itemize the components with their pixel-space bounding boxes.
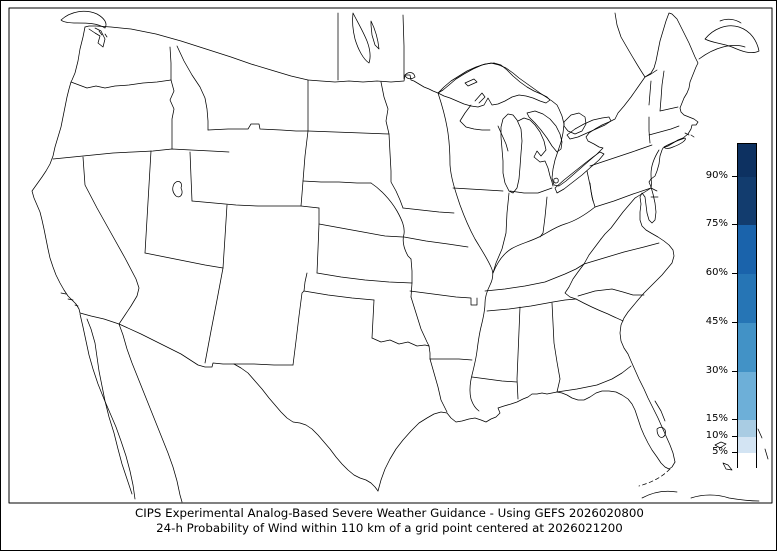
colorbar-segment	[738, 420, 756, 437]
title-line-2: 24-h Probability of Wind within 110 km o…	[156, 521, 623, 535]
state-borders	[52, 45, 695, 438]
islands-cuba-bahamas	[638, 428, 769, 502]
map-frame	[8, 7, 773, 504]
title-line-1: CIPS Experimental Analog-Based Severe We…	[135, 506, 644, 520]
figure-title: CIPS Experimental Analog-Based Severe We…	[1, 506, 776, 536]
canada-mexico-features	[337, 12, 760, 81]
coastlines	[31, 10, 699, 503]
colorbar-segment	[738, 176, 756, 226]
colorbar-tick-label: 60%	[705, 267, 728, 278]
colorbar-tick	[732, 175, 737, 177]
colorbar-tick	[732, 321, 737, 323]
colorbar-tick-label: 45%	[705, 315, 728, 327]
colorbar-tick-label: 75%	[705, 218, 728, 230]
colorbar-segment	[738, 225, 756, 274]
colorbar-tick-label: 30%	[705, 364, 728, 376]
colorbar-segment	[738, 436, 756, 453]
colorbar-tick	[732, 370, 737, 372]
colorbar-tick-label: 90%	[705, 169, 728, 181]
colorbar-segment	[738, 144, 756, 177]
colorbar-segment	[738, 452, 756, 469]
probability-colorbar	[737, 143, 757, 469]
colorbar-tick	[732, 451, 737, 453]
colorbar-tick	[732, 419, 737, 421]
colorbar-segment	[738, 371, 756, 421]
colorbar-tick-label: 15%	[705, 413, 728, 425]
colorbar-tick-label: 5%	[712, 445, 728, 457]
colorbar-tick	[732, 273, 737, 274]
great-lakes	[437, 62, 612, 194]
colorbar-segment	[738, 322, 756, 372]
colorbar-tick-label: 10%	[705, 429, 728, 441]
colorbar-segment	[738, 274, 756, 323]
colorbar-tick	[732, 435, 737, 437]
colorbar-tick	[732, 224, 737, 226]
